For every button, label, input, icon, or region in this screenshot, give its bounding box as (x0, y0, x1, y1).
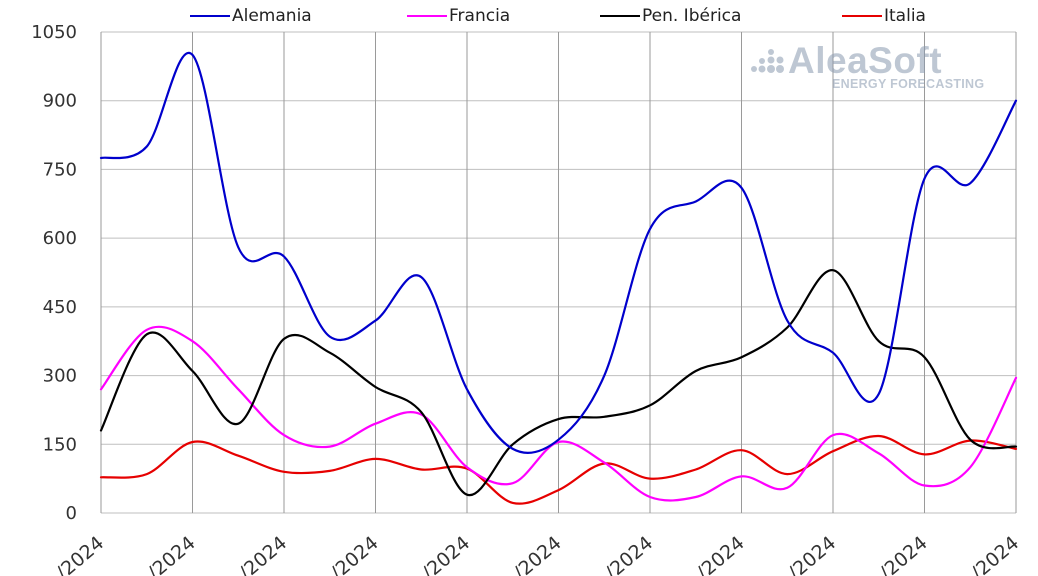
legend-swatch-italia (842, 15, 882, 17)
legend-swatch-alemania (190, 15, 230, 17)
legend-label-francia: Francia (449, 6, 511, 26)
y-tick-label: 300 (43, 366, 77, 387)
legend-item-alemania: Alemania (190, 4, 312, 28)
legend: Alemania Francia Pen. Ibérica Italia (0, 4, 1038, 28)
y-tick-label: 450 (43, 297, 77, 318)
y-tick-label: 0 (66, 503, 77, 524)
x-tick-label: /2024 (693, 532, 749, 576)
legend-item-italia: Italia (842, 4, 926, 28)
x-tick-label: /2024 (510, 532, 566, 576)
y-tick-label: 900 (43, 91, 77, 112)
series-line-francia (99, 325, 1018, 502)
watermark-tagline: ENERGY FORECASTING (832, 77, 985, 91)
y-tick-label: 1050 (31, 22, 77, 43)
x-tick-label: /2024 (876, 532, 932, 576)
series-line-italia (99, 434, 1018, 505)
watermark-brand: AleaSoft (788, 40, 943, 81)
legend-label-alemania: Alemania (232, 6, 312, 26)
x-tick-label: /2024 (967, 532, 1023, 576)
legend-item-pen-iberica: Pen. Ibérica (600, 4, 741, 28)
x-tick-label: /2024 (235, 532, 291, 576)
x-axis-ticks: /2024/2024/2024/2024/2024/2024/2024/2024… (52, 532, 1023, 576)
legend-label-italia: Italia (884, 6, 926, 26)
x-tick-label: /2024 (601, 532, 657, 576)
x-tick-label: /2024 (784, 532, 840, 576)
legend-item-francia: Francia (407, 4, 510, 28)
y-axis-ticks: 0 150 300 450 600 750 900 1050 (31, 22, 77, 524)
legend-label-pen-iberica: Pen. Ibérica (642, 6, 742, 26)
legend-swatch-francia (407, 15, 447, 17)
x-tick-label: /2024 (418, 532, 474, 576)
grid-lines (100, 31, 1017, 514)
y-tick-label: 600 (43, 228, 77, 249)
x-tick-label: /2024 (144, 532, 200, 576)
y-tick-label: 150 (43, 434, 77, 455)
x-tick-label: /2024 (52, 532, 108, 576)
x-tick-label: /2024 (327, 532, 383, 576)
legend-swatch-pen-iberica (600, 15, 640, 17)
aleasoft-watermark: AleaSoft ENERGY FORECASTING (748, 40, 1008, 100)
series-line-pen-ib-rica (99, 269, 1018, 497)
series-lines (99, 51, 1018, 505)
series-line-alemania (99, 51, 1018, 454)
logo-dots-icon (751, 49, 784, 73)
y-tick-label: 750 (43, 159, 77, 180)
